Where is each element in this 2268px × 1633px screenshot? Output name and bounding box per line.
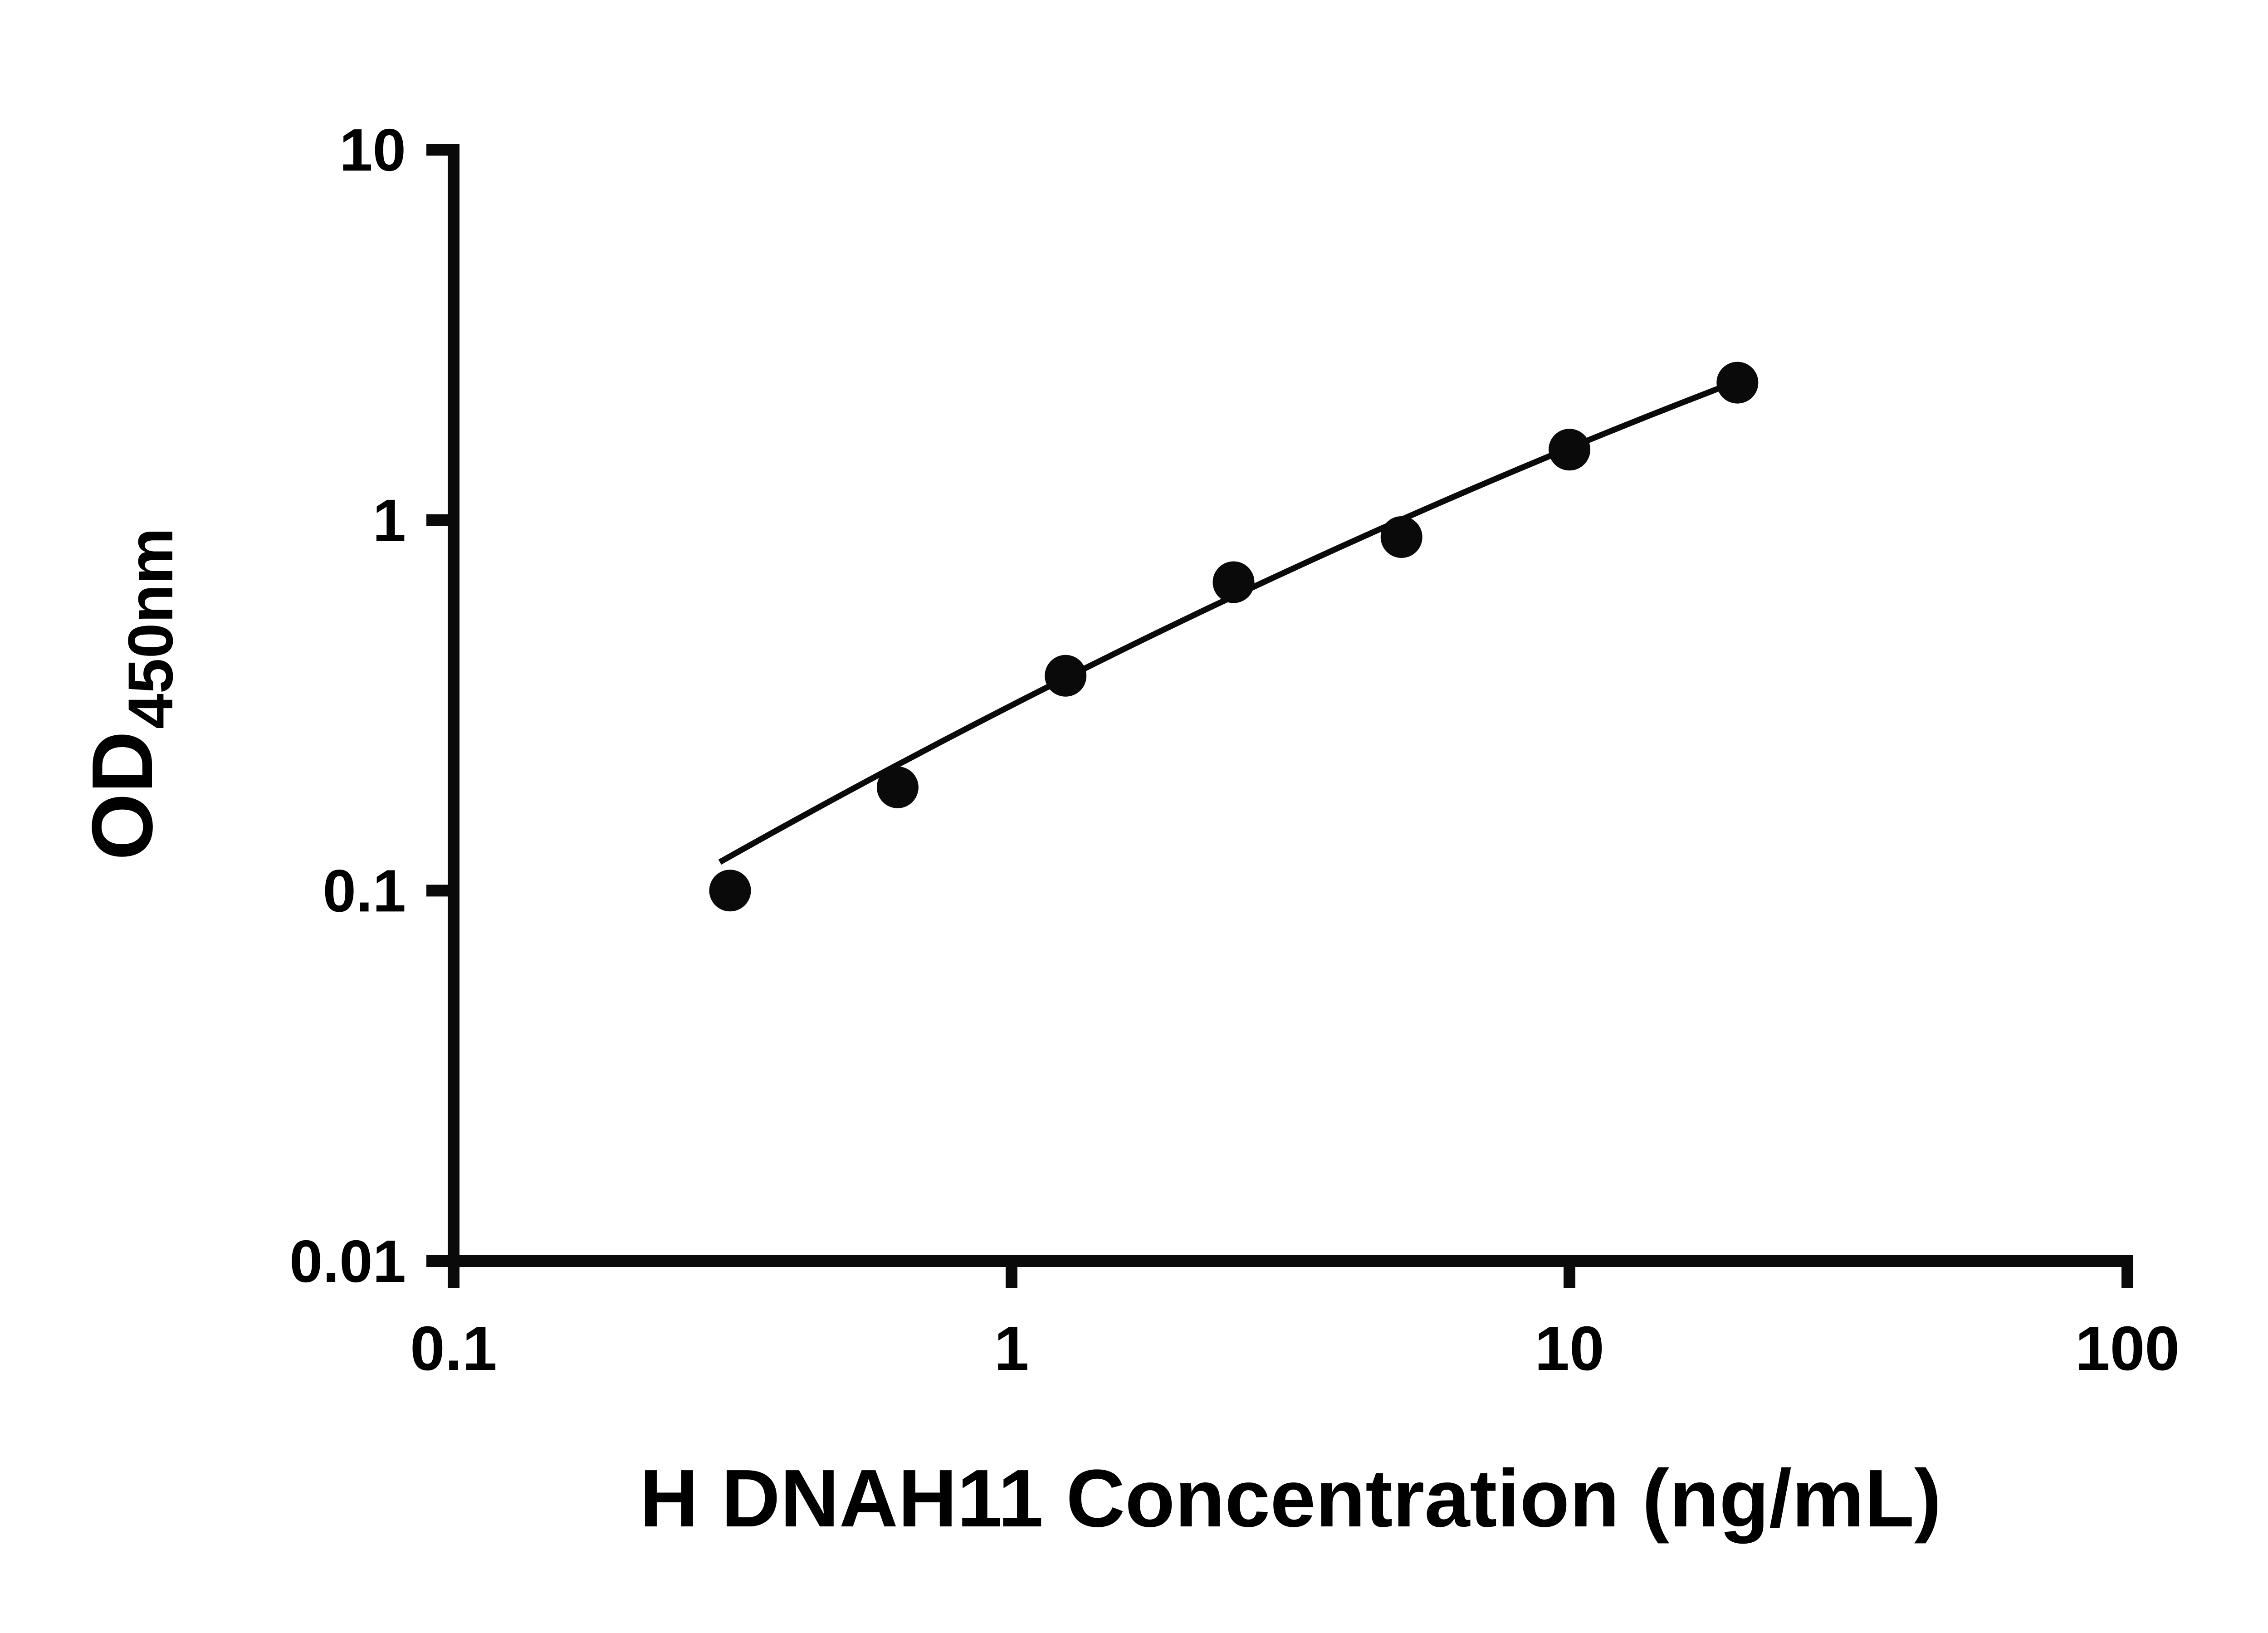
y-tick-label: 10 xyxy=(339,117,406,183)
fit-curve-line xyxy=(718,376,1746,865)
x-axis-title: H DNAH11 Concentration (ng/mL) xyxy=(640,1453,1941,1544)
x-tick-label: 10 xyxy=(1535,1314,1604,1384)
y-axis-title-main: OD xyxy=(74,731,171,861)
data-point xyxy=(1716,362,1759,404)
data-point xyxy=(1380,516,1422,558)
x-tick-label: 1 xyxy=(994,1314,1029,1384)
data-point xyxy=(1549,429,1590,471)
data-point xyxy=(709,870,751,912)
y-tick-label: 0.1 xyxy=(323,857,406,924)
y-axis-title-sub: 450nm xyxy=(115,528,186,729)
y-tick-label: 1 xyxy=(373,487,406,554)
data-point xyxy=(1212,561,1255,603)
data-point xyxy=(876,766,919,808)
x-tick-label: 0.1 xyxy=(410,1314,497,1384)
y-tick-label: 0.01 xyxy=(289,1228,406,1295)
x-tick-label: 100 xyxy=(2075,1314,2180,1384)
data-point xyxy=(1045,655,1087,697)
series-group xyxy=(709,362,1759,912)
y-axis-title: OD 450nm xyxy=(74,528,186,860)
